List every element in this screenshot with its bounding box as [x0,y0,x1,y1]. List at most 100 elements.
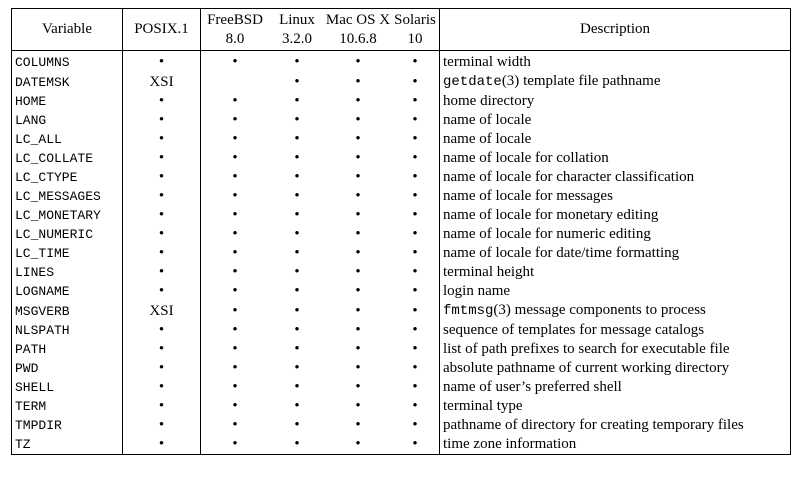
posix-support: XSI [122,301,201,321]
description: terminal type [439,397,791,416]
freebsd-support: • [232,360,238,376]
freebsd-support: • [232,341,238,357]
macos-support: • [355,302,361,319]
description-text: terminal height [443,264,535,280]
variable-name: NLSPATH [11,321,123,340]
table-row: LC_COLLATE • • • • • name of locale for collat… [11,149,791,168]
table-row: SHELL • • • • • name of user’s preferred shell [11,378,791,397]
macos-support: • [325,435,391,455]
header-macos-version: 10.6.8 [339,30,377,47]
description: login name [439,282,791,301]
solaris-support: • [391,111,440,130]
table-row: DATEMSK XSI • • • getdate(3) template file pa… [11,72,791,92]
solaris-support: • [391,92,440,111]
linux-support: • [294,73,300,90]
freebsd-support: • [232,283,238,299]
description-text: template file pathname [519,73,661,89]
description-text: terminal width [443,54,531,70]
linux-support: • [294,207,300,223]
linux-support: • [294,264,300,280]
solaris-support: • [391,321,440,340]
description: time zone information [439,435,791,455]
posix-support: • [122,50,201,72]
description-text: login name [443,283,511,299]
macos-support: • [355,417,361,433]
description: name of locale [439,130,791,149]
description-text: name of locale [443,131,532,147]
solaris-support: • [391,282,440,301]
table-row: PATH • • • • • list of path prefixes to search… [11,340,791,359]
variable-name: PWD [11,359,123,378]
posix-support: • [122,225,201,244]
macos-support: • [355,264,361,280]
freebsd-support: • [232,169,238,185]
variable-name: SHELL [11,378,123,397]
variable-name: LC_ALL [11,130,123,149]
linux-support: • [294,341,300,357]
header-freebsd-version: 8.0 [225,30,245,47]
freebsd-support: • [200,435,269,455]
description-text: name of locale for date/time formatting [443,245,680,261]
posix-support: • [122,130,201,149]
variable-name: PATH [11,340,123,359]
linux-support: • [294,188,300,204]
linux-support: • [294,302,300,319]
variable-name: TMPDIR [11,416,123,435]
table-row: LC_NUMERIC • • • • • name of locale for numeri… [11,225,791,244]
freebsd-support: • [232,302,238,319]
header-freebsd: FreeBSD 8.0 [200,8,269,51]
freebsd-support: • [232,322,238,338]
solaris-support: • [391,225,440,244]
table-header: Variable POSIX.1 FreeBSD 8.0 Linux 3.2.0 M… [11,8,791,51]
variable-name: LC_CTYPE [11,168,123,187]
header-solaris-version: 10 [407,30,423,47]
freebsd-support: • [232,398,238,414]
table-row: NLSPATH • • • • • sequence of templates for me… [11,321,791,340]
linux-support: • [269,435,325,455]
environment-variables-table: Variable POSIX.1 FreeBSD 8.0 Linux 3.2.0 M… [11,8,791,455]
posix-support: • [122,321,201,340]
macos-support: • [355,398,361,414]
table-row: LANG • • • • • name of locale [11,111,791,130]
description-text: time zone information [443,436,577,452]
solaris-support: • [391,244,440,263]
linux-support: • [294,226,300,242]
variable-name: MSGVERB [11,301,123,321]
solaris-support: • [391,206,440,225]
variable-name: LC_COLLATE [11,149,123,168]
solaris-support: • [391,378,440,397]
function-name: getdate [443,74,502,90]
table-row: TMPDIR • • • • • pathname of directory for cre… [11,416,791,435]
header-description: Description [439,8,791,51]
macos-support: • [355,188,361,204]
header-linux: Linux 3.2.0 [269,8,325,51]
table-row: LC_MESSAGES • • • • • name of locale for messa… [11,187,791,206]
solaris-support: • [391,130,440,149]
header-row: Variable POSIX.1 FreeBSD 8.0 Linux 3.2.0 M… [11,8,791,51]
variable-name: LC_TIME [11,244,123,263]
description-text: message components to process [510,302,706,318]
table-row: PWD • • • • • absolute pathname of current wor… [11,359,791,378]
posix-support: • [122,168,201,187]
linux-support: • [294,322,300,338]
variable-name: LANG [11,111,123,130]
description: terminal height [439,263,791,282]
table-body: COLUMNS • • • • • terminal width DATEMSK XSI • • • g… [11,50,791,455]
manual-section: (3) [493,302,511,318]
freebsd-support: • [232,54,238,70]
macos-support: • [355,322,361,338]
description-text: name of locale for character classificat… [443,169,695,185]
description: list of path prefixes to search for exec… [439,340,791,359]
table-row: TERM • • • • • terminal type [11,397,791,416]
header-solaris-name: Solaris [394,11,436,28]
description-text: home directory [443,93,535,109]
solaris-support: • [391,340,440,359]
description-text: terminal type [443,398,523,414]
description: name of locale for numeric editing [439,225,791,244]
solaris-support: • [391,72,440,92]
posix-support: • [122,187,201,206]
table-row: LOGNAME • • • • • login name [11,282,791,301]
posix-support: • [122,244,201,263]
description: name of locale for character classificat… [439,168,791,187]
freebsd-support: • [232,245,238,261]
